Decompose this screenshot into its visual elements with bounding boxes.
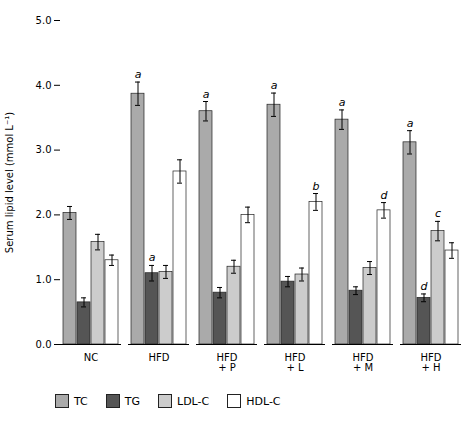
svg-text:2.0: 2.0 xyxy=(36,209,52,220)
svg-text:HFD+ P: HFD+ P xyxy=(217,352,238,373)
svg-text:1.0: 1.0 xyxy=(36,274,52,285)
svg-text:NC: NC xyxy=(84,352,98,363)
svg-text:a: a xyxy=(339,96,346,109)
svg-text:4.0: 4.0 xyxy=(36,80,52,91)
html-text:TC: TC xyxy=(74,394,88,408)
svg-text:d: d xyxy=(381,189,389,202)
svg-text:a: a xyxy=(271,79,278,92)
svg-text:5.0: 5.0 xyxy=(36,15,52,26)
svg-text:Serum lipid level (mmol L⁻¹): Serum lipid level (mmol L⁻¹) xyxy=(4,112,15,253)
svg-text:a: a xyxy=(135,68,142,81)
svg-text:HFD+ L: HFD+ L xyxy=(285,352,306,373)
svg-text:c: c xyxy=(435,207,441,220)
html-text:HDL-C: HDL-C xyxy=(246,394,281,408)
html-text:TG: TG xyxy=(124,394,140,408)
svg-text:3.0: 3.0 xyxy=(36,144,52,155)
svg-text:HFD+ M: HFD+ M xyxy=(353,352,374,373)
svg-text:a: a xyxy=(149,251,156,264)
svg-text:0.0: 0.0 xyxy=(36,339,52,350)
svg-text:HFD: HFD xyxy=(149,352,170,363)
svg-text:HFD+ H: HFD+ H xyxy=(421,352,442,373)
html-text:LDL-C: LDL-C xyxy=(177,394,210,408)
svg-text:a: a xyxy=(203,88,210,101)
svg-text:a: a xyxy=(407,117,414,130)
svg-text:b: b xyxy=(313,180,320,193)
svg-text:d: d xyxy=(421,280,429,293)
